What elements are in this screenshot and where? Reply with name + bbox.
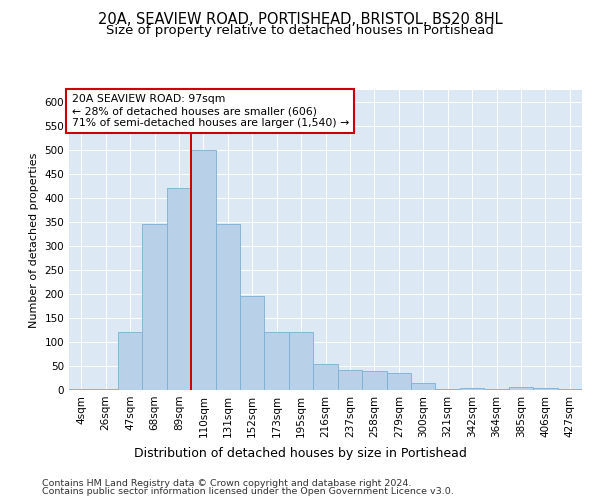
Bar xyxy=(215,224,240,390)
Text: 20A SEAVIEW ROAD: 97sqm
← 28% of detached houses are smaller (606)
71% of semi-d: 20A SEAVIEW ROAD: 97sqm ← 28% of detache… xyxy=(71,94,349,128)
Bar xyxy=(265,332,289,390)
Bar xyxy=(460,388,484,390)
Bar xyxy=(484,388,509,390)
Bar xyxy=(533,388,557,390)
Bar xyxy=(289,332,313,390)
Text: Contains public sector information licensed under the Open Government Licence v3: Contains public sector information licen… xyxy=(42,487,454,496)
Bar xyxy=(362,371,386,390)
Bar xyxy=(386,373,411,390)
Bar xyxy=(411,383,436,390)
Text: Distribution of detached houses by size in Portishead: Distribution of detached houses by size … xyxy=(134,448,466,460)
Bar xyxy=(167,188,191,390)
Text: 20A, SEAVIEW ROAD, PORTISHEAD, BRISTOL, BS20 8HL: 20A, SEAVIEW ROAD, PORTISHEAD, BRISTOL, … xyxy=(98,12,502,28)
Bar xyxy=(509,387,533,390)
Text: Size of property relative to detached houses in Portishead: Size of property relative to detached ho… xyxy=(106,24,494,37)
Y-axis label: Number of detached properties: Number of detached properties xyxy=(29,152,39,328)
Bar xyxy=(142,224,167,390)
Bar xyxy=(557,388,582,390)
Bar xyxy=(313,364,338,390)
Bar xyxy=(94,388,118,390)
Bar xyxy=(69,388,94,390)
Bar xyxy=(240,296,265,390)
Bar xyxy=(338,370,362,390)
Bar xyxy=(191,150,215,390)
Bar xyxy=(436,388,460,390)
Bar xyxy=(118,332,142,390)
Text: Contains HM Land Registry data © Crown copyright and database right 2024.: Contains HM Land Registry data © Crown c… xyxy=(42,478,412,488)
